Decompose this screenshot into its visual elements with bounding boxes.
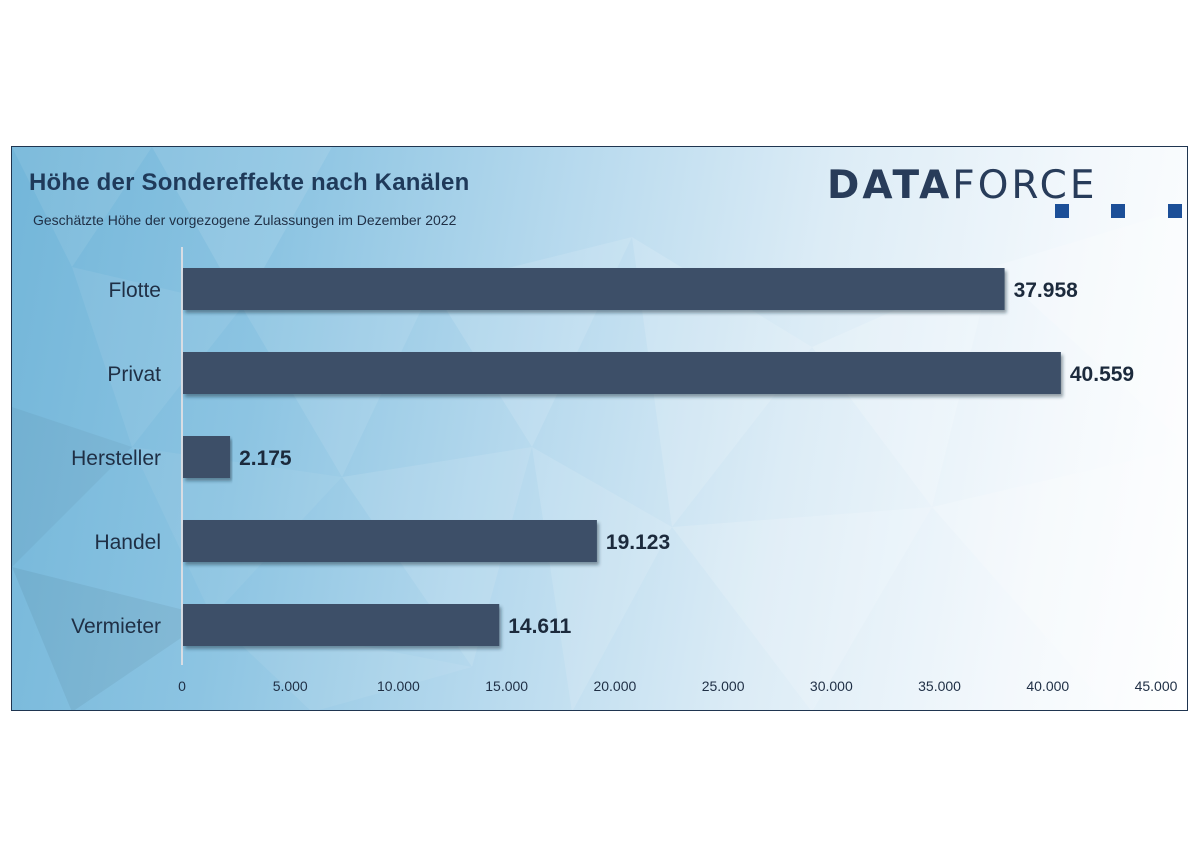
bar-vermieter <box>183 604 500 646</box>
logo-text-regular: FORCE <box>952 163 1098 208</box>
bar-chart-plot: Flotte 37.958 Privat 40.559 Hersteller 2.175 H… <box>71 247 1178 694</box>
x-tick-label: 25.000 <box>702 678 745 694</box>
data-label: 2.175 <box>239 447 292 470</box>
bar-hersteller <box>183 436 231 478</box>
x-tick-label: 5.000 <box>273 678 308 694</box>
category-label: Hersteller <box>71 447 161 470</box>
chart-title: Höhe der Sondereffekte nach Kanälen <box>29 169 470 196</box>
x-tick-label: 0 <box>178 678 186 694</box>
x-tick-label: 10.000 <box>377 678 420 694</box>
x-tick-label: 20.000 <box>593 678 636 694</box>
x-tick-label: 30.000 <box>810 678 853 694</box>
logo-square-icon <box>1055 204 1069 218</box>
category-label: Handel <box>94 531 161 554</box>
logo-square-icon <box>1168 204 1182 218</box>
data-label: 14.611 <box>508 615 571 638</box>
data-label: 19.123 <box>606 531 670 554</box>
category-label: Vermieter <box>71 615 161 638</box>
data-label: 37.958 <box>1014 279 1079 302</box>
x-tick-label: 35.000 <box>918 678 961 694</box>
x-tick-label: 45.000 <box>1135 678 1178 694</box>
logo-text-bold: DATA <box>827 163 953 208</box>
dataforce-logo: DATAFORCE <box>827 163 1187 223</box>
bar-handel <box>183 520 597 562</box>
chart-subtitle: Geschätzte Höhe der vorgezogene Zulassun… <box>33 212 457 228</box>
logo-wordmark: DATAFORCE <box>827 163 1097 208</box>
chart-frame: Höhe der Sondereffekte nach Kanälen Gesc… <box>11 146 1188 711</box>
category-label: Privat <box>107 363 161 386</box>
category-label: Flotte <box>108 279 161 302</box>
bar-privat <box>183 352 1061 394</box>
x-tick-label: 15.000 <box>485 678 528 694</box>
data-label: 40.559 <box>1070 363 1134 386</box>
x-tick-label: 40.000 <box>1026 678 1069 694</box>
bar-flotte <box>183 268 1005 310</box>
logo-square-icon <box>1111 204 1125 218</box>
